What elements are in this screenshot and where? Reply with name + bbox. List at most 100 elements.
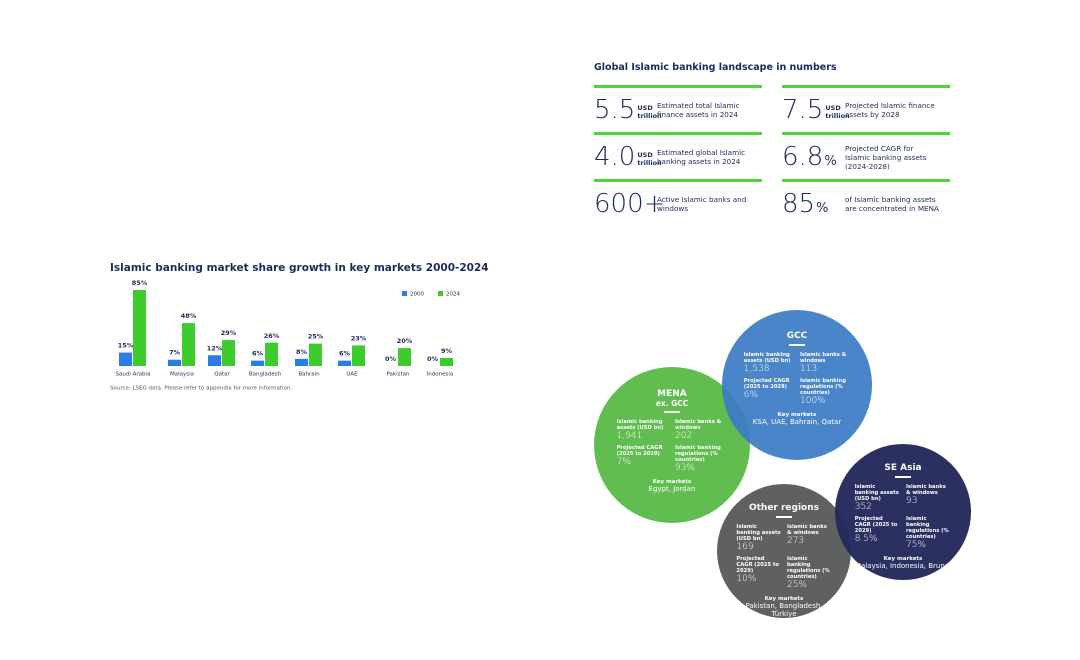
legend-label: 2024 (446, 292, 460, 298)
region-title: SE Asia (884, 463, 922, 474)
metric-value: 1,941 (616, 430, 643, 441)
region-metric: Islamic banking regulations (% countries… (675, 445, 727, 474)
metric-value: 169 (736, 541, 754, 552)
stat-number-box: 4.0 USD trillion (594, 142, 662, 172)
stat-unit: USD trillion (637, 104, 661, 120)
stat-item: 600+ Active Islamic banks and windows (594, 179, 762, 226)
metric-value: 93% (674, 462, 695, 473)
region-circle (835, 444, 971, 580)
region-metrics: Islamic banking assets (USD bn) 352 Islami… (855, 484, 952, 551)
region-metric: Islamic banking assets (USD bn) 1,538 (744, 352, 794, 375)
metric-label: Islamic banking regulations (% countries… (905, 516, 949, 541)
data-label: 23% (351, 334, 367, 342)
stats-title: Global Islamic banking landscape in numb… (594, 62, 837, 73)
region-metric: Islamic banks & windows 93 (906, 484, 951, 513)
bar (338, 360, 351, 366)
region-metric: Islamic banks & windows 273 (787, 524, 832, 553)
stat-description: Estimated global Islamic banking assets … (657, 148, 746, 166)
data-label: 8% (296, 348, 308, 356)
metric-value: 273 (786, 535, 805, 546)
x-tick-label: UAE (346, 372, 358, 378)
metric-label: Islamic banking regulations (% countries… (786, 555, 830, 580)
region-circle (722, 310, 872, 460)
stat-unit: USD trillion (825, 104, 849, 120)
region-metric: Islamic banks & windows 202 (675, 419, 727, 442)
legend-swatch (438, 291, 443, 296)
key-markets-label: Key markets (777, 412, 817, 418)
bar (398, 348, 411, 366)
region-metric: Projected CAGR (2025 to 2029) 10% (736, 556, 781, 591)
legend-label: 2000 (410, 292, 424, 298)
metric-label: Projected CAGR (2025 to 2029) (743, 378, 790, 390)
region-metric: Islamic banking assets (USD bn) 169 (736, 524, 781, 553)
stat-item: 85% of Islamic banking assets are concent… (782, 179, 950, 226)
region-metric: Islamic banks & windows 113 (800, 352, 850, 375)
stat-number-box: 5.5 USD trillion (594, 95, 662, 125)
region-content: SE Asia Islamic banking assets (USD bn) 35… (855, 463, 952, 571)
stat-unit: % (816, 201, 829, 216)
stat-value: 85 (782, 189, 816, 219)
region-title: GCC (786, 331, 808, 341)
data-label: 15% (118, 342, 134, 350)
stat-unit-top: USD (825, 104, 841, 112)
stat-value: 5.5 (594, 95, 636, 125)
region-metric: Islamic banking assets (USD bn) 1,941 (617, 419, 669, 442)
data-label: 48% (181, 312, 197, 320)
x-tick-label: Bahrain (298, 372, 320, 378)
stat-description: Projected CAGR for Islamic banking asset… (845, 143, 927, 171)
bar (168, 359, 181, 366)
metric-value: 8.5% (854, 534, 878, 545)
key-markets: KSA, UAE, Bahrain, Qatar (752, 418, 842, 426)
metric-label: Islamic banks & windows (674, 418, 722, 431)
data-label: 0% (385, 355, 397, 363)
stat-item: 4.0 USD trillion Estimated global Islamic b… (594, 132, 762, 179)
stat-value: 4.0 (594, 142, 636, 172)
bar (265, 342, 278, 366)
source-note: Source: LSEG data. Please refer to appen… (110, 386, 292, 392)
metric-label: Islamic banking assets (USD bn) (743, 352, 791, 364)
region-subtitle: ex. GCC (655, 398, 689, 408)
data-label: 29% (221, 329, 237, 337)
metric-value: 93 (905, 496, 918, 507)
key-markets: Egypt, Jordan (648, 484, 696, 493)
bar (352, 345, 365, 366)
data-label: 20% (397, 337, 413, 345)
stat-value: 600+ (594, 189, 666, 219)
bar (295, 358, 308, 366)
x-tick-label: Indonesia (427, 372, 454, 378)
key-markets-label: Key markets (764, 595, 804, 602)
metric-value: 7% (616, 456, 631, 467)
metric-label: Islamic banks & windows (905, 484, 946, 497)
stats-panel: Global Islamic banking landscape in numb… (594, 62, 950, 226)
stat-unit-top: USD (637, 104, 653, 112)
region-circle (594, 367, 750, 523)
legend-swatch (402, 291, 407, 296)
data-label: 6% (252, 350, 264, 358)
region-underline (663, 410, 680, 413)
region-underline (789, 344, 805, 346)
stat-unit-bottom: trillion (637, 112, 662, 120)
data-label: 6% (339, 350, 351, 358)
stat-number-box: 6.8% (782, 144, 845, 170)
key-markets: Malaysia, Indonesia, Brunei (854, 562, 952, 571)
bar (309, 343, 322, 366)
data-label: 12% (207, 344, 223, 352)
stat-unit-bottom: trillion (637, 159, 662, 167)
metric-label: Projected CAGR (2025 to 2029) (616, 444, 663, 457)
x-tick-label: Bangladesh (249, 372, 282, 378)
data-label: 25% (308, 333, 324, 341)
metric-label: Islamic banks & windows (786, 523, 827, 536)
region-metric: Projected CAGR (2025 to 2029) 8.5% (855, 516, 900, 551)
metric-label: Projected CAGR (2025 to 2029) (736, 555, 779, 574)
stat-description: of Islamic banking assets are concentrat… (845, 195, 939, 213)
stat-value: 6.8 (782, 142, 824, 172)
data-label: 85% (132, 279, 148, 287)
key-markets-label: Key markets (652, 478, 692, 485)
x-tick-label: Malaysia (170, 372, 194, 378)
region-metric: Islamic banking regulations (% countries… (800, 378, 850, 407)
region-content: MENA ex. GCC Islamic banking assets (USD b… (617, 389, 728, 494)
region-underline (894, 476, 911, 479)
bar (251, 360, 264, 366)
stat-value: 7.5 (782, 95, 824, 125)
